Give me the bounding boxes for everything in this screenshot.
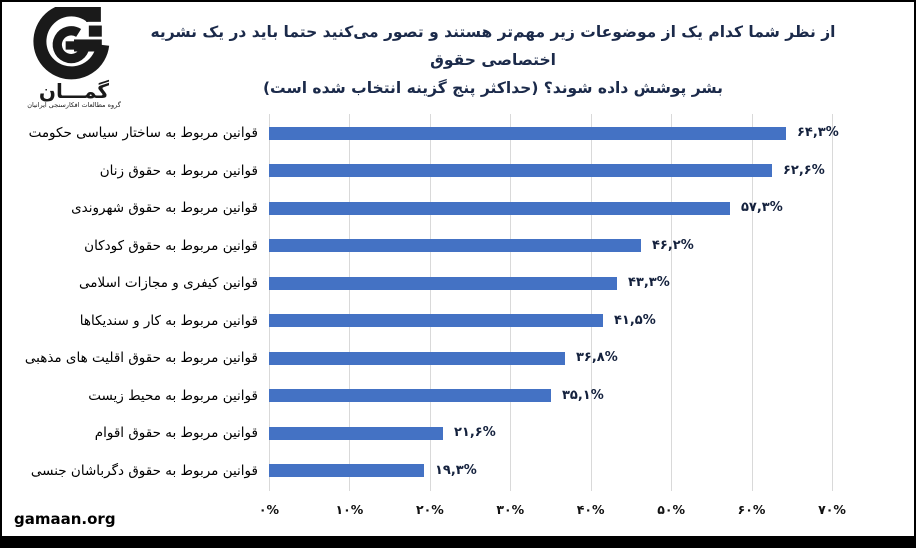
- category-label: قوانین مربوط به حقوق شهروندی: [71, 200, 258, 216]
- chart-title-line1: از نظر شما کدام یک از موضوعات زیر مهم‌تر…: [150, 23, 836, 69]
- chart-title: از نظر شما کدام یک از موضوعات زیر مهم‌تر…: [132, 18, 854, 102]
- category-label: قوانین مربوط به کار و سندیکاها: [79, 312, 258, 329]
- bar: [269, 164, 772, 177]
- gridline: [671, 114, 673, 491]
- category-label: قوانین مربوط به حقوق اقوام: [94, 425, 258, 441]
- gamaan-g-mark-icon: [33, 7, 110, 80]
- bar: [269, 126, 786, 140]
- bar: [269, 426, 443, 440]
- bar: [269, 201, 730, 215]
- bottom-black-bar: [2, 536, 914, 546]
- category-label: قوانین مربوط به محیط زیست: [88, 387, 258, 404]
- bar: [269, 389, 551, 402]
- category-label: قوانین مربوط به حقوق دگرباشان جنسی: [30, 462, 258, 479]
- x-axis-tick-label: ۰%: [258, 502, 280, 517]
- x-axis-tick-label: ۱۰%: [335, 502, 364, 517]
- value-label: ۵۷,۳%: [741, 200, 783, 215]
- chart-title-line2: بشر پوشش داده شوند؟ (حداکثر پنج گزینه ان…: [262, 79, 724, 97]
- value-label: ۲۱,۶%: [454, 425, 496, 440]
- bar: [269, 239, 641, 252]
- bar: [269, 464, 424, 477]
- bar: [269, 351, 565, 365]
- gridline: [832, 114, 833, 491]
- value-label: ۴۱,۵%: [614, 312, 656, 328]
- gridline: [510, 114, 512, 491]
- bar: [269, 276, 617, 290]
- gamaan-logo: گمـــان گروه مطالعات افکارسنجی ایرانیان: [14, 7, 134, 110]
- x-axis-tick-label: ۴۰%: [576, 502, 605, 517]
- gridline: [349, 114, 351, 491]
- value-label: ۶۴,۳%: [797, 125, 839, 140]
- website-link[interactable]: gamaan.org: [14, 510, 116, 528]
- category-label: قوانین کیفری و مجازات اسلامی: [79, 275, 258, 291]
- value-label: ۶۲,۶%: [783, 162, 825, 178]
- category-label: قوانین مربوط به حقوق اقلیت های مذهبی: [24, 350, 258, 366]
- x-axis-tick-label: ۵۰%: [657, 502, 686, 517]
- gridline: [590, 114, 592, 491]
- x-axis-tick-label: ۲۰%: [415, 502, 444, 517]
- value-label: ۳۵,۱%: [562, 387, 604, 403]
- value-label: ۴۶,۲%: [652, 237, 694, 253]
- logo-subtitle-text: گروه مطالعات افکارسنجی ایرانیان: [27, 101, 121, 109]
- value-label: ۱۹,۳%: [435, 462, 477, 478]
- value-label: ۴۳,۳%: [628, 275, 670, 290]
- gridline: [751, 114, 753, 491]
- gridline: [269, 114, 270, 491]
- x-axis-tick-label: ۶۰%: [737, 502, 766, 517]
- category-label: قوانین مربوط به ساختار سیاسی حکومت: [28, 125, 258, 141]
- value-label: ۳۶,۸%: [576, 350, 618, 365]
- category-label: قوانین مربوط به حقوق زنان: [99, 162, 258, 179]
- logo-brand-text: گمـــان: [38, 79, 110, 103]
- x-axis-tick-label: ۳۰%: [496, 502, 525, 517]
- bar: [269, 314, 603, 327]
- x-axis-tick-label: ۷۰%: [818, 502, 846, 517]
- gridline: [429, 114, 431, 491]
- category-label: قوانین مربوط به حقوق کودکان: [84, 237, 258, 254]
